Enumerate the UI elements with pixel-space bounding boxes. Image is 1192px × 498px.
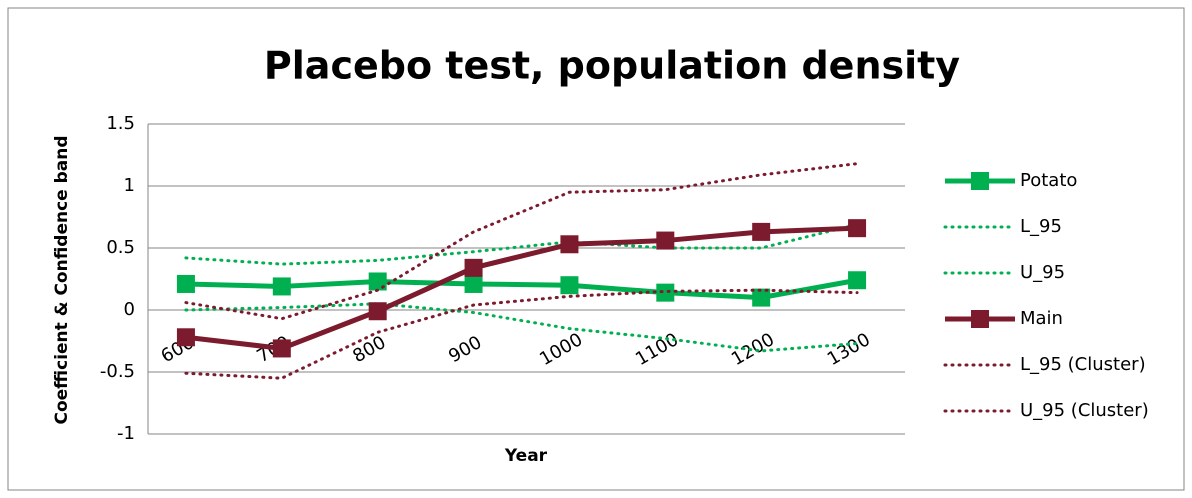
legend-label: U_95 (1020, 262, 1065, 283)
point-marker (560, 276, 579, 295)
legend-label: U_95 (Cluster) (1020, 400, 1149, 421)
series-line (184, 302, 859, 353)
point-marker (752, 288, 771, 307)
point-marker (368, 302, 387, 321)
y-tick-label: 1.5 (106, 113, 135, 134)
point-marker (464, 274, 483, 293)
series-line (185, 225, 858, 351)
series-line (184, 162, 859, 321)
chart-title: Placebo test, population density (264, 44, 960, 88)
y-tick-label: 0 (124, 299, 135, 320)
x-axis-title: Year (504, 446, 548, 466)
point-marker (848, 271, 867, 290)
series-line (184, 288, 859, 380)
y-tick-label: -0.5 (100, 361, 135, 382)
y-tick-label: 0.5 (106, 237, 135, 258)
point-marker (272, 277, 291, 296)
series-line (185, 277, 858, 301)
y-tick-label: -1 (117, 423, 135, 444)
legend-marker (971, 310, 989, 328)
series-line (184, 222, 859, 266)
point-marker (272, 339, 291, 358)
point-marker (560, 235, 579, 254)
point-marker (176, 328, 195, 347)
legend-label: Main (1020, 308, 1063, 329)
point-marker (176, 274, 195, 293)
legend-label: Potato (1020, 170, 1077, 191)
y-axis-title: Coefficient & Confidence band (52, 135, 72, 424)
point-marker (656, 231, 675, 250)
legend-marker (971, 172, 989, 190)
point-marker (752, 222, 771, 241)
point-marker (464, 258, 483, 277)
y-tick-label: 1 (124, 175, 135, 196)
legend-label: L_95 (1020, 216, 1062, 237)
legend-label: L_95 (Cluster) (1020, 354, 1146, 375)
point-marker (656, 283, 675, 302)
point-marker (848, 219, 867, 238)
